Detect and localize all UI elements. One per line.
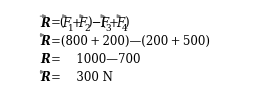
Text: F: F	[62, 17, 70, 29]
Text: R: R	[40, 53, 50, 66]
Text: =  1000—700: = 1000—700	[51, 53, 141, 66]
Text: R: R	[40, 72, 50, 84]
Text: +: +	[72, 17, 82, 29]
Text: 1: 1	[68, 24, 74, 33]
Text: F: F	[100, 17, 108, 29]
Text: )−(: )−(	[87, 17, 106, 29]
Text: 2: 2	[84, 24, 90, 33]
Text: =  300 N: = 300 N	[51, 72, 113, 84]
Text: 3: 3	[106, 24, 111, 33]
Text: ): )	[124, 17, 129, 29]
Text: F: F	[79, 17, 87, 29]
Text: =(: =(	[51, 17, 66, 29]
Text: R: R	[40, 35, 50, 48]
Text: +: +	[109, 17, 119, 29]
Text: F: F	[116, 17, 124, 29]
Text: =(800 + 200)—(200 + 500): =(800 + 200)—(200 + 500)	[51, 35, 210, 48]
Text: R: R	[40, 17, 50, 29]
Text: 4: 4	[122, 24, 127, 33]
